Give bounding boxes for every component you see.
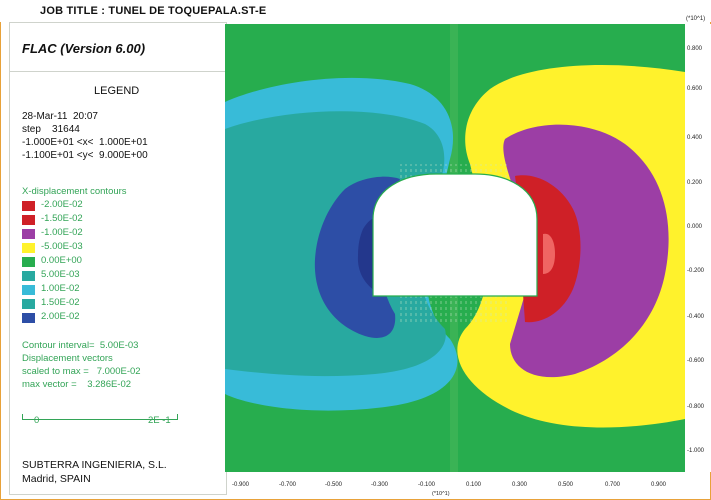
contour-label-3: -1.00E-02 [41,227,83,238]
contour-swatch-4 [22,243,35,253]
scale-bar-tick-right [177,414,178,420]
legend-panel: FLAC (Version 6.00) LEGEND 28-Mar-11 20:… [9,22,227,495]
contour-swatch-5 [22,257,35,267]
contour-swatch-9 [22,313,35,323]
vector-scale-bar [22,419,178,420]
y-tick-label: -1.000 [687,448,705,454]
contour-swatch-3 [22,229,35,239]
y-tick-label: 0.800 [687,46,703,52]
x-range-line: -1.000E+01 <x< 1.000E+01 [22,137,148,148]
y-tick-label: -0.800 [687,404,705,410]
contour-plot [225,24,685,472]
date-line: 28-Mar-11 20:07 [22,111,98,122]
y-axis-area [685,24,711,472]
contour-interval: Contour interval= 5.00E-03 [22,340,139,351]
contour-swatch-2 [22,215,35,225]
y-tick-label: 0.000 [687,224,703,230]
title-bar: JOB TITLE : TUNEL DE TOQUEPALA.ST-E [0,0,711,22]
contour-label-9: 2.00E-02 [41,311,80,322]
y-tick-label: -0.600 [687,358,705,364]
y-tick-label: -0.400 [687,314,705,320]
contour-label-5: 0.00E+00 [41,255,82,266]
x-tick-label: 0.500 [558,482,574,488]
contour-label-6: 5.00E-03 [41,269,80,280]
company-location: Madrid, SPAIN [22,473,91,485]
company-name: SUBTERRA INGENIERIA, S.L. [22,459,167,471]
vectors-scaled: scaled to max = 7.000E-02 [22,366,141,377]
contour-swatch-1 [22,201,35,211]
tunnel-section [372,173,538,297]
x-tick-label: -0.900 [232,482,250,488]
y-tick-label: 0.400 [687,135,703,141]
contour-label-1: -2.00E-02 [41,199,83,210]
x-tick-label: 0.700 [605,482,621,488]
program-name: FLAC (Version 6.00) [22,41,146,56]
contour-swatch-8 [22,299,35,309]
contour-swatch-7 [22,285,35,295]
contour-plot-svg [225,24,685,472]
contour-label-4: -5.00E-03 [41,241,83,252]
x-tick-label: -0.100 [418,482,436,488]
x-tick-label: -0.500 [325,482,343,488]
contour-label-8: 1.50E-02 [41,297,80,308]
step-line: step 31644 [22,124,80,135]
x-tick-label: -0.700 [279,482,297,488]
max-vector: max vector = 3.286E-02 [22,379,132,390]
contours-title: X-displacement contours [22,186,127,197]
x-tick-label: 0.300 [512,482,528,488]
y-axis-multiplier: (*10^1) [686,16,706,22]
y-range-line: -1.100E+01 <y< 9.000E+00 [22,150,148,161]
program-box: FLAC (Version 6.00) [10,23,226,72]
contour-label-2: -1.50E-02 [41,213,83,224]
job-title: JOB TITLE : TUNEL DE TOQUEPALA.ST-E [40,5,267,17]
y-tick-label: 0.600 [687,86,703,92]
x-tick-label: 0.900 [651,482,667,488]
y-tick-label: 0.200 [687,180,703,186]
legend-title: LEGEND [94,85,140,97]
scale-bar-tick-left [22,414,23,420]
scale-right-label: 2E -1 [148,415,171,426]
scale-left-label: 0 [34,415,40,426]
vectors-title: Displacement vectors [22,353,113,364]
x-tick-label: 0.100 [466,482,482,488]
contour-label-7: 1.00E-02 [41,283,80,294]
x-tick-label: -0.300 [371,482,389,488]
contour-m2-00e-02 [543,233,555,274]
y-tick-label: -0.200 [687,268,705,274]
contour-swatch-6 [22,271,35,281]
x-axis-multiplier: (*10^1) [432,491,450,497]
